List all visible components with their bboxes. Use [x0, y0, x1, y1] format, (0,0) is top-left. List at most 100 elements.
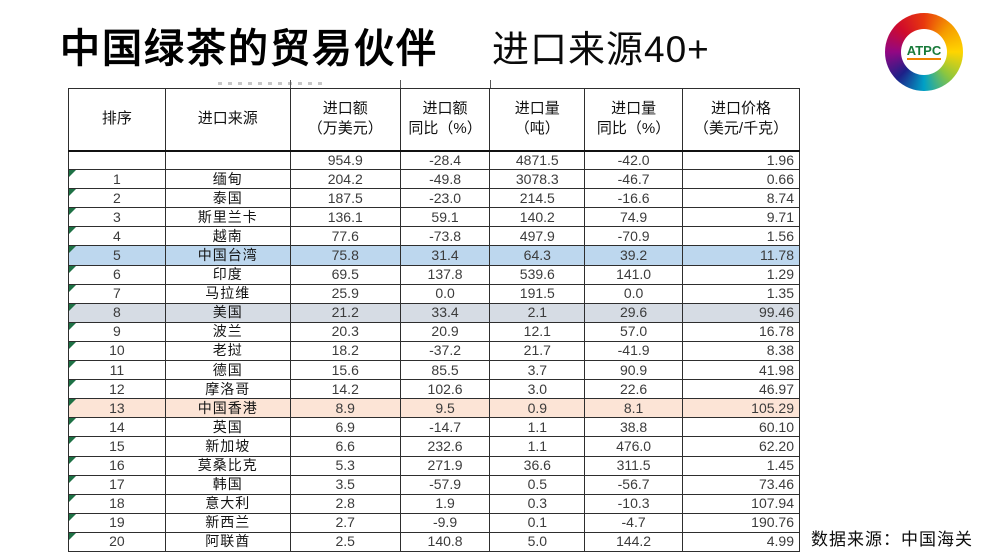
column-header-0: 排序 [68, 88, 166, 152]
value-cell: 1.96 [681, 149, 801, 171]
value-cell: 39.2 [584, 245, 683, 266]
table-row: 954.9 -28.4 4871.5 -42.0 1.96 [68, 149, 801, 171]
table-row: 10 老挝 18.2 -37.2 21.7 -41.9 8.38 [68, 340, 801, 362]
source-cell: 斯里兰卡 [164, 207, 291, 228]
source-cell: 韩国 [164, 474, 291, 495]
table-row: 11 德国 15.6 85.5 3.7 90.9 41.98 [68, 360, 801, 381]
source-cell: 新加坡 [164, 436, 291, 457]
value-cell: -70.9 [584, 226, 683, 247]
rank-cell: 16 [68, 455, 166, 476]
value-cell: 85.5 [399, 360, 491, 381]
value-cell: 99.46 [681, 302, 801, 323]
value-cell: 20.9 [399, 321, 491, 342]
value-cell: 476.0 [584, 436, 683, 457]
value-cell: 187.5 [289, 188, 401, 209]
value-cell: 1.29 [681, 264, 801, 285]
column-header-4: 进口量 （吨） [489, 88, 586, 152]
rank-cell: 18 [68, 493, 166, 514]
column-header-2: 进口额 （万美元） [289, 88, 401, 152]
value-cell: 954.9 [289, 149, 401, 171]
excel-error-marker-icon [69, 380, 76, 388]
source-cell: 泰国 [164, 188, 291, 209]
value-cell: 57.0 [584, 321, 683, 342]
source-cell: 阿联酋 [164, 531, 291, 552]
value-cell: 62.20 [681, 436, 801, 457]
rank-cell: 10 [68, 340, 166, 362]
excel-error-marker-icon [69, 170, 76, 178]
value-cell: 12.1 [489, 321, 586, 342]
value-cell: -56.7 [584, 474, 683, 495]
column-header-5: 进口量 同比（%） [584, 88, 683, 152]
rank-cell: 9 [68, 321, 166, 342]
value-cell: 107.94 [681, 493, 801, 514]
table-row: 4 越南 77.6 -73.8 497.9 -70.9 1.56 [68, 226, 801, 247]
value-cell: 0.9 [489, 398, 586, 419]
value-cell: 20.3 [289, 321, 401, 342]
excel-error-marker-icon [69, 189, 76, 197]
clipped-border-stub [400, 80, 401, 88]
value-cell: 214.5 [489, 188, 586, 209]
rank-cell: 13 [68, 398, 166, 419]
value-cell: 3.0 [489, 379, 586, 400]
value-cell: 3.5 [289, 474, 401, 495]
value-cell: -23.0 [399, 188, 491, 209]
excel-error-marker-icon [69, 476, 76, 483]
excel-error-marker-icon [69, 266, 76, 273]
value-cell: 5.0 [489, 531, 586, 552]
source-cell: 德国 [164, 360, 291, 381]
table-row: 3 斯里兰卡 136.1 59.1 140.2 74.9 9.71 [68, 207, 801, 228]
table-row: 6 印度 69.5 137.8 539.6 141.0 1.29 [68, 264, 801, 285]
table-row: 7 马拉维 25.9 0.0 191.5 0.0 1.35 [68, 283, 801, 304]
source-cell: 摩洛哥 [164, 379, 291, 400]
value-cell: 190.76 [681, 512, 801, 533]
value-cell: 1.35 [681, 283, 801, 304]
excel-error-marker-icon [69, 227, 76, 235]
value-cell: 25.9 [289, 283, 401, 304]
excel-error-marker-icon [69, 361, 76, 369]
excel-error-marker-icon [69, 437, 76, 445]
excel-error-marker-icon [69, 399, 76, 407]
table-row: 17 韩国 3.5 -57.9 0.5 -56.7 73.46 [68, 474, 801, 495]
excel-error-marker-icon [69, 342, 76, 349]
rank-cell: 3 [68, 207, 166, 228]
source-cell: 马拉维 [164, 283, 291, 304]
value-cell: 144.2 [584, 531, 683, 552]
value-cell: 1.1 [489, 417, 586, 438]
table-row: 1 缅甸 204.2 -49.8 3078.3 -46.7 0.66 [68, 169, 801, 190]
value-cell: 105.29 [681, 398, 801, 419]
excel-error-marker-icon [69, 457, 76, 464]
value-cell: 232.6 [399, 436, 491, 457]
value-cell: -46.7 [584, 169, 683, 190]
value-cell: 75.8 [289, 245, 401, 266]
source-cell [164, 149, 291, 171]
value-cell: 136.1 [289, 207, 401, 228]
column-header-1: 进口来源 [164, 88, 291, 152]
value-cell: 73.46 [681, 474, 801, 495]
value-cell: 0.5 [489, 474, 586, 495]
value-cell: -16.6 [584, 188, 683, 209]
value-cell: 33.4 [399, 302, 491, 323]
value-cell: 15.6 [289, 360, 401, 381]
value-cell: 140.2 [489, 207, 586, 228]
rank-cell: 7 [68, 283, 166, 304]
value-cell: 60.10 [681, 417, 801, 438]
value-cell: 74.9 [584, 207, 683, 228]
source-cell: 中国香港 [164, 398, 291, 419]
table-row: 2 泰国 187.5 -23.0 214.5 -16.6 8.74 [68, 188, 801, 209]
clipped-border-stub [490, 80, 491, 88]
atpc-logo-icon: ATPC [885, 13, 963, 91]
value-cell: 8.1 [584, 398, 683, 419]
rank-cell: 20 [68, 531, 166, 552]
value-cell: 16.78 [681, 321, 801, 342]
value-cell: 3.7 [489, 360, 586, 381]
page-title: 中国绿茶的贸易伙伴 [60, 27, 438, 71]
value-cell: 2.5 [289, 531, 401, 552]
rank-cell: 5 [68, 245, 166, 266]
rank-cell: 1 [68, 169, 166, 190]
value-cell: 46.97 [681, 379, 801, 400]
value-cell: 64.3 [489, 245, 586, 266]
value-cell: 141.0 [584, 264, 683, 285]
value-cell: 69.5 [289, 264, 401, 285]
value-cell: 90.9 [584, 360, 683, 381]
